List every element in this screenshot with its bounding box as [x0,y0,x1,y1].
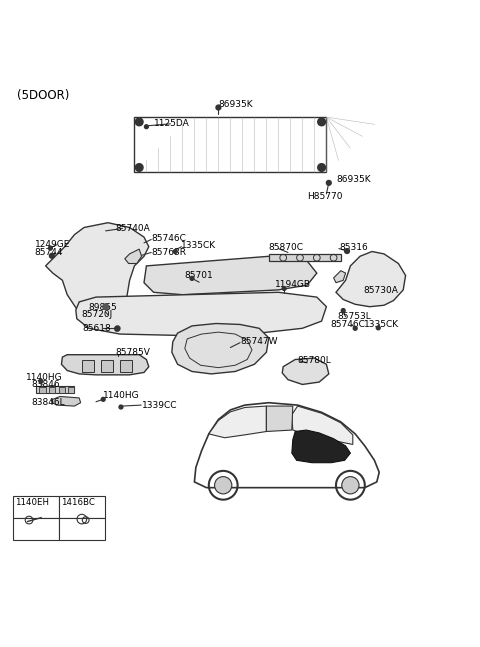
Text: (5DOOR): (5DOOR) [17,89,69,102]
Text: 85316: 85316 [339,243,368,252]
Text: 85870C: 85870C [269,243,304,252]
Circle shape [190,276,194,280]
Text: 1335CK: 1335CK [181,241,216,250]
Circle shape [215,477,232,494]
Circle shape [135,118,143,126]
Text: 85730A: 85730A [364,287,399,296]
Polygon shape [144,256,317,294]
Text: 85701: 85701 [185,270,214,280]
FancyBboxPatch shape [68,387,74,393]
Polygon shape [266,406,293,432]
Text: 1339CC: 1339CC [142,400,177,410]
Text: 86935K: 86935K [336,175,371,184]
Text: 83846L: 83846L [31,398,65,407]
Circle shape [318,118,325,126]
Circle shape [173,250,177,254]
Circle shape [353,326,357,330]
Circle shape [49,254,54,258]
Text: 85746C: 85746C [330,320,365,329]
Text: 1416BC: 1416BC [61,498,95,507]
Circle shape [341,309,345,313]
Text: 85763R: 85763R [151,248,186,257]
Text: 85744: 85744 [35,248,63,257]
Polygon shape [52,397,81,406]
Polygon shape [125,249,142,263]
Text: 85747W: 85747W [240,337,277,346]
Text: 89855: 89855 [89,303,118,312]
Text: H85770: H85770 [307,192,343,201]
Circle shape [376,326,380,330]
Circle shape [135,164,143,171]
Polygon shape [172,324,269,374]
Circle shape [103,304,108,309]
FancyBboxPatch shape [120,360,132,373]
Text: 1140EH: 1140EH [15,498,49,507]
Polygon shape [292,406,353,444]
Text: 1249GE: 1249GE [35,240,70,249]
Text: 1194GB: 1194GB [275,280,311,289]
Circle shape [342,477,359,494]
Text: 85785V: 85785V [115,348,150,357]
FancyBboxPatch shape [13,496,59,518]
Polygon shape [336,252,406,307]
FancyBboxPatch shape [101,360,113,373]
Polygon shape [334,270,346,283]
FancyBboxPatch shape [39,387,46,393]
FancyBboxPatch shape [82,360,94,373]
Circle shape [119,405,123,409]
FancyBboxPatch shape [49,387,55,393]
Circle shape [282,287,286,291]
Polygon shape [269,254,341,261]
Text: 86935K: 86935K [218,100,253,109]
Text: 1335CK: 1335CK [364,320,399,329]
Text: 83846: 83846 [31,380,60,389]
Text: 1125DA: 1125DA [154,119,189,128]
Polygon shape [292,430,350,463]
Circle shape [144,125,148,129]
FancyBboxPatch shape [13,518,59,540]
FancyBboxPatch shape [59,518,105,540]
Circle shape [318,164,325,171]
Text: 85746C: 85746C [151,234,186,243]
Polygon shape [209,406,266,438]
Circle shape [101,397,105,401]
FancyBboxPatch shape [59,387,65,393]
Circle shape [48,247,52,250]
Text: 85753L: 85753L [337,313,371,322]
Circle shape [39,379,43,383]
Text: 85780L: 85780L [298,356,331,366]
Text: 85618: 85618 [83,324,111,333]
FancyBboxPatch shape [59,496,105,518]
Circle shape [326,181,331,185]
Circle shape [115,326,120,331]
Circle shape [345,248,349,254]
Polygon shape [282,358,329,384]
Text: 85740A: 85740A [115,224,150,233]
Text: 1140HG: 1140HG [103,391,140,400]
Polygon shape [46,223,149,321]
Text: 85720J: 85720J [82,311,113,320]
Polygon shape [76,292,326,336]
Circle shape [216,105,221,110]
Polygon shape [61,355,149,375]
Polygon shape [36,386,74,393]
Text: 1140HG: 1140HG [26,373,63,382]
Circle shape [115,326,120,331]
